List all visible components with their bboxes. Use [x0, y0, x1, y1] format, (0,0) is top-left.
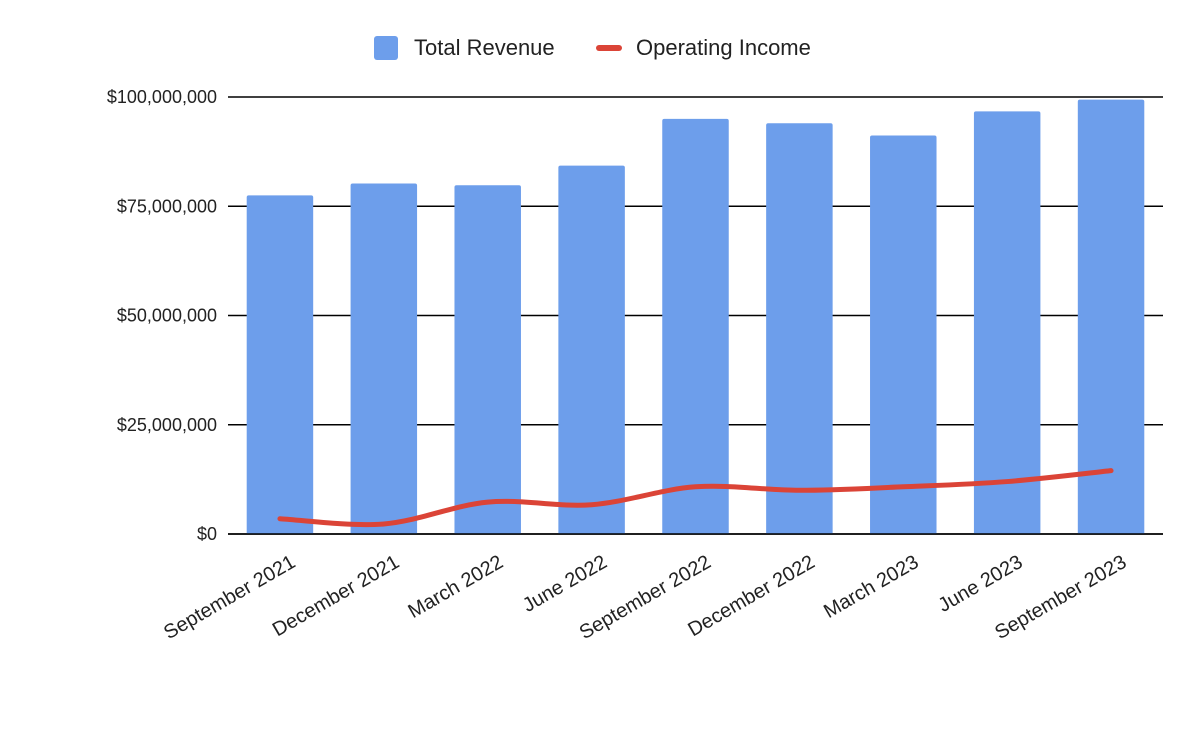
x-tick-label: March 2023: [820, 551, 922, 623]
legend-item-total-revenue: Total Revenue: [374, 35, 555, 60]
bar: [558, 165, 625, 534]
bar: [350, 183, 418, 534]
bar: [662, 118, 729, 534]
y-tick-label: $75,000,000: [117, 196, 217, 216]
y-tick-label: $25,000,000: [117, 415, 217, 435]
bar: [870, 135, 937, 534]
legend-label: Total Revenue: [414, 35, 555, 60]
y-axis-tick-labels: $0 $25,000,000 $50,000,000 $75,000,000 $100,…: [107, 87, 217, 544]
y-tick-label: $0: [197, 524, 217, 544]
bar: [454, 185, 521, 535]
x-tick-label: March 2022: [405, 551, 507, 623]
bar: [766, 123, 833, 534]
x-tick-label: June 2023: [935, 551, 1027, 617]
legend: Total Revenue Operating Income: [374, 35, 811, 60]
legend-swatch: [374, 36, 398, 60]
bar: [246, 195, 314, 534]
y-tick-label: $50,000,000: [117, 306, 217, 326]
bar: [1077, 99, 1145, 534]
line-series: [277, 468, 1114, 528]
bar-series: [228, 99, 1163, 535]
legend-item-operating-income: Operating Income: [596, 35, 811, 60]
bar: [973, 111, 1041, 535]
operating-income-line: [277, 468, 1114, 528]
legend-label: Operating Income: [636, 35, 811, 60]
y-tick-label: $100,000,000: [107, 87, 217, 107]
x-tick-label: June 2022: [519, 551, 611, 617]
